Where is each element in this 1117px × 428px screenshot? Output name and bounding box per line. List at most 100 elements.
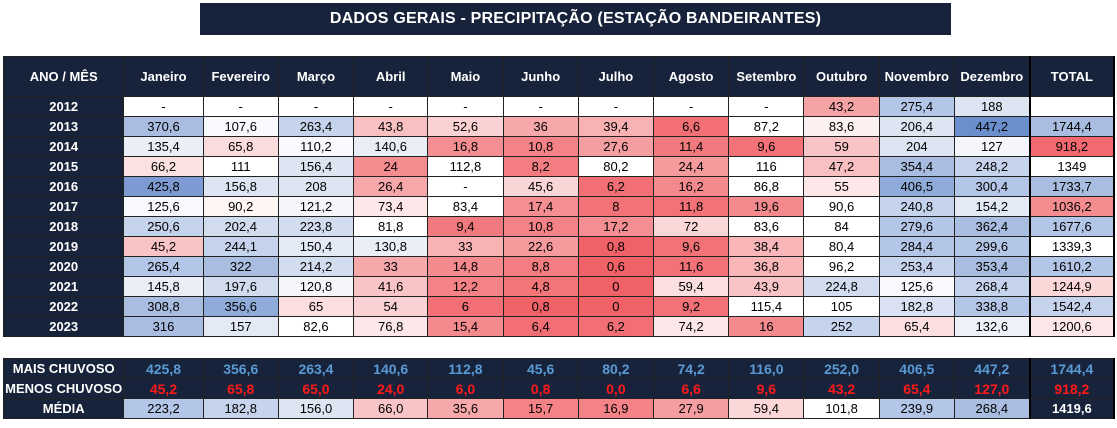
total-cell: 1349: [1028, 156, 1116, 177]
month-value-cell: 127: [953, 136, 1031, 157]
month-value-cell: 76,8: [353, 316, 429, 337]
month-value-cell: 55: [803, 176, 880, 197]
month-value-cell: 15,4: [427, 316, 504, 337]
column-header: Janeiro: [123, 56, 204, 97]
month-value-cell: 83,6: [728, 216, 805, 237]
summary-label: MENOS CHUVOSO: [2, 378, 125, 399]
summary-value-cell: 27,9: [652, 398, 730, 419]
summary-total-cell: 1419,6: [1028, 398, 1116, 419]
month-value-cell: 8,8: [502, 256, 579, 277]
month-value-cell: 322: [202, 256, 279, 277]
month-value-cell: 33: [427, 236, 504, 257]
month-value-cell: 252: [803, 316, 880, 337]
month-value-cell: 33: [353, 256, 429, 277]
month-value-cell: 425,8: [123, 176, 204, 197]
month-value-cell: -: [728, 96, 805, 117]
column-header: Julho: [577, 56, 655, 97]
column-header: Novembro: [878, 56, 955, 97]
month-value-cell: 223,8: [277, 216, 355, 237]
month-value-cell: 112,8: [427, 156, 504, 177]
year-cell: 2017: [2, 196, 125, 217]
column-header: ANO / MÊS: [2, 56, 125, 97]
month-value-cell: 6,2: [577, 176, 655, 197]
column-header: Agosto: [652, 56, 730, 97]
summary-value-cell: 66,0: [353, 398, 429, 419]
total-cell: 1200,6: [1028, 316, 1116, 337]
summary-value-cell: 45,6: [502, 358, 579, 379]
month-value-cell: 17,2: [577, 216, 655, 237]
month-value-cell: -: [652, 96, 730, 117]
summary-value-cell: 182,8: [202, 398, 279, 419]
month-value-cell: 157: [202, 316, 279, 337]
table-row: 2016 425,8 156,8 208 26,4-45,6 6,2 16,2 86,8 55 4…: [2, 176, 1116, 197]
column-header: Fevereiro: [202, 56, 279, 97]
column-header: Outubro: [803, 56, 880, 97]
summary-value-cell: 6,0: [427, 378, 504, 399]
precipitation-table: ANO / MÊS Janeiro Fevereiro Março Abril Maio J…: [2, 56, 1116, 337]
table-row: 2013 370,6 107,6 263,4 43,8 52,6 36 39,4 6,6 87,2…: [2, 116, 1116, 137]
month-value-cell: 10,8: [502, 216, 579, 237]
total-cell: 1733,7: [1028, 176, 1116, 197]
month-value-cell: 27,6: [577, 136, 655, 157]
column-header: Setembro: [728, 56, 805, 97]
month-value-cell: 300,4: [953, 176, 1031, 197]
summary-value-cell: 406,5: [878, 358, 955, 379]
month-value-cell: 4,8: [502, 276, 579, 297]
table-row: 2015 66,2 111 156,4 24 112,8 8,2 80,2 24,4 116 47,…: [2, 156, 1116, 177]
month-value-cell: 10,8: [502, 136, 579, 157]
summary-value-cell: 356,6: [202, 358, 279, 379]
month-value-cell: -: [202, 96, 279, 117]
column-header: Junho: [502, 56, 579, 97]
summary-value-cell: 252,0: [803, 358, 880, 379]
table-row: 2020 265,4 322 214,2 33 14,8 8,8 0,6 11,6 36,8 96,…: [2, 256, 1116, 277]
summary-row-avg: MÉDIA 223,2 182,8 156,0 66,0 35,6 15,7 16,9 27,9…: [2, 398, 1116, 419]
summary-total-cell: 1744,4: [1028, 358, 1116, 379]
total-cell: 1542,4: [1028, 296, 1116, 317]
month-value-cell: 299,6: [953, 236, 1031, 257]
header-row: ANO / MÊS Janeiro Fevereiro Março Abril Maio J…: [2, 56, 1116, 97]
month-value-cell: 250,6: [123, 216, 204, 237]
month-value-cell: 73,4: [353, 196, 429, 217]
month-value-cell: 156,8: [202, 176, 279, 197]
year-cell: 2016: [2, 176, 125, 197]
month-value-cell: 19,6: [728, 196, 805, 217]
month-value-cell: 66,2: [123, 156, 204, 177]
summary-value-cell: 112,8: [427, 358, 504, 379]
month-value-cell: 354,4: [878, 156, 955, 177]
year-cell: 2022: [2, 296, 125, 317]
month-value-cell: 447,2: [953, 116, 1031, 137]
month-value-cell: 204: [878, 136, 955, 157]
month-value-cell: 11,6: [652, 256, 730, 277]
summary-value-cell: 425,8: [123, 358, 204, 379]
month-value-cell: 59,4: [652, 276, 730, 297]
summary-value-cell: 0,0: [577, 378, 655, 399]
month-value-cell: 244,1: [202, 236, 279, 257]
month-value-cell: -: [577, 96, 655, 117]
total-cell: 1610,2: [1028, 256, 1116, 277]
total-cell: 918,2: [1028, 136, 1116, 157]
year-cell: 2012: [2, 96, 125, 117]
summary-row-max: MAIS CHUVOSO 425,8 356,6 263,4 140,6 112,8 45,…: [2, 358, 1116, 379]
month-value-cell: 0: [577, 296, 655, 317]
table-row: 2014 135,4 65,8 110,2 140,6 16,8 10,8 27,6 11,4 9…: [2, 136, 1116, 157]
month-value-cell: 0: [577, 276, 655, 297]
month-value-cell: 279,6: [878, 216, 955, 237]
month-value-cell: -: [427, 176, 504, 197]
summary-value-cell: 65,0: [277, 378, 355, 399]
month-value-cell: 140,6: [353, 136, 429, 157]
month-value-cell: 24: [353, 156, 429, 177]
month-value-cell: 41,6: [353, 276, 429, 297]
month-value-cell: 338,8: [953, 296, 1031, 317]
summary-value-cell: 15,7: [502, 398, 579, 419]
month-value-cell: 96,2: [803, 256, 880, 277]
month-value-cell: 125,6: [878, 276, 955, 297]
table-row: 2012- - - - - - - - -43,2 275,4 188: [2, 96, 1116, 117]
month-value-cell: 240,8: [878, 196, 955, 217]
month-value-cell: 74,2: [652, 316, 730, 337]
summary-row-min: MENOS CHUVOSO 45,2 65,8 65,0 24,0 6,0 0,8 0,0 6,…: [2, 378, 1116, 399]
month-value-cell: 202,4: [202, 216, 279, 237]
column-header: Dezembro: [953, 56, 1031, 97]
month-value-cell: 214,2: [277, 256, 355, 277]
month-value-cell: 22,6: [502, 236, 579, 257]
month-value-cell: 43,2: [803, 96, 880, 117]
